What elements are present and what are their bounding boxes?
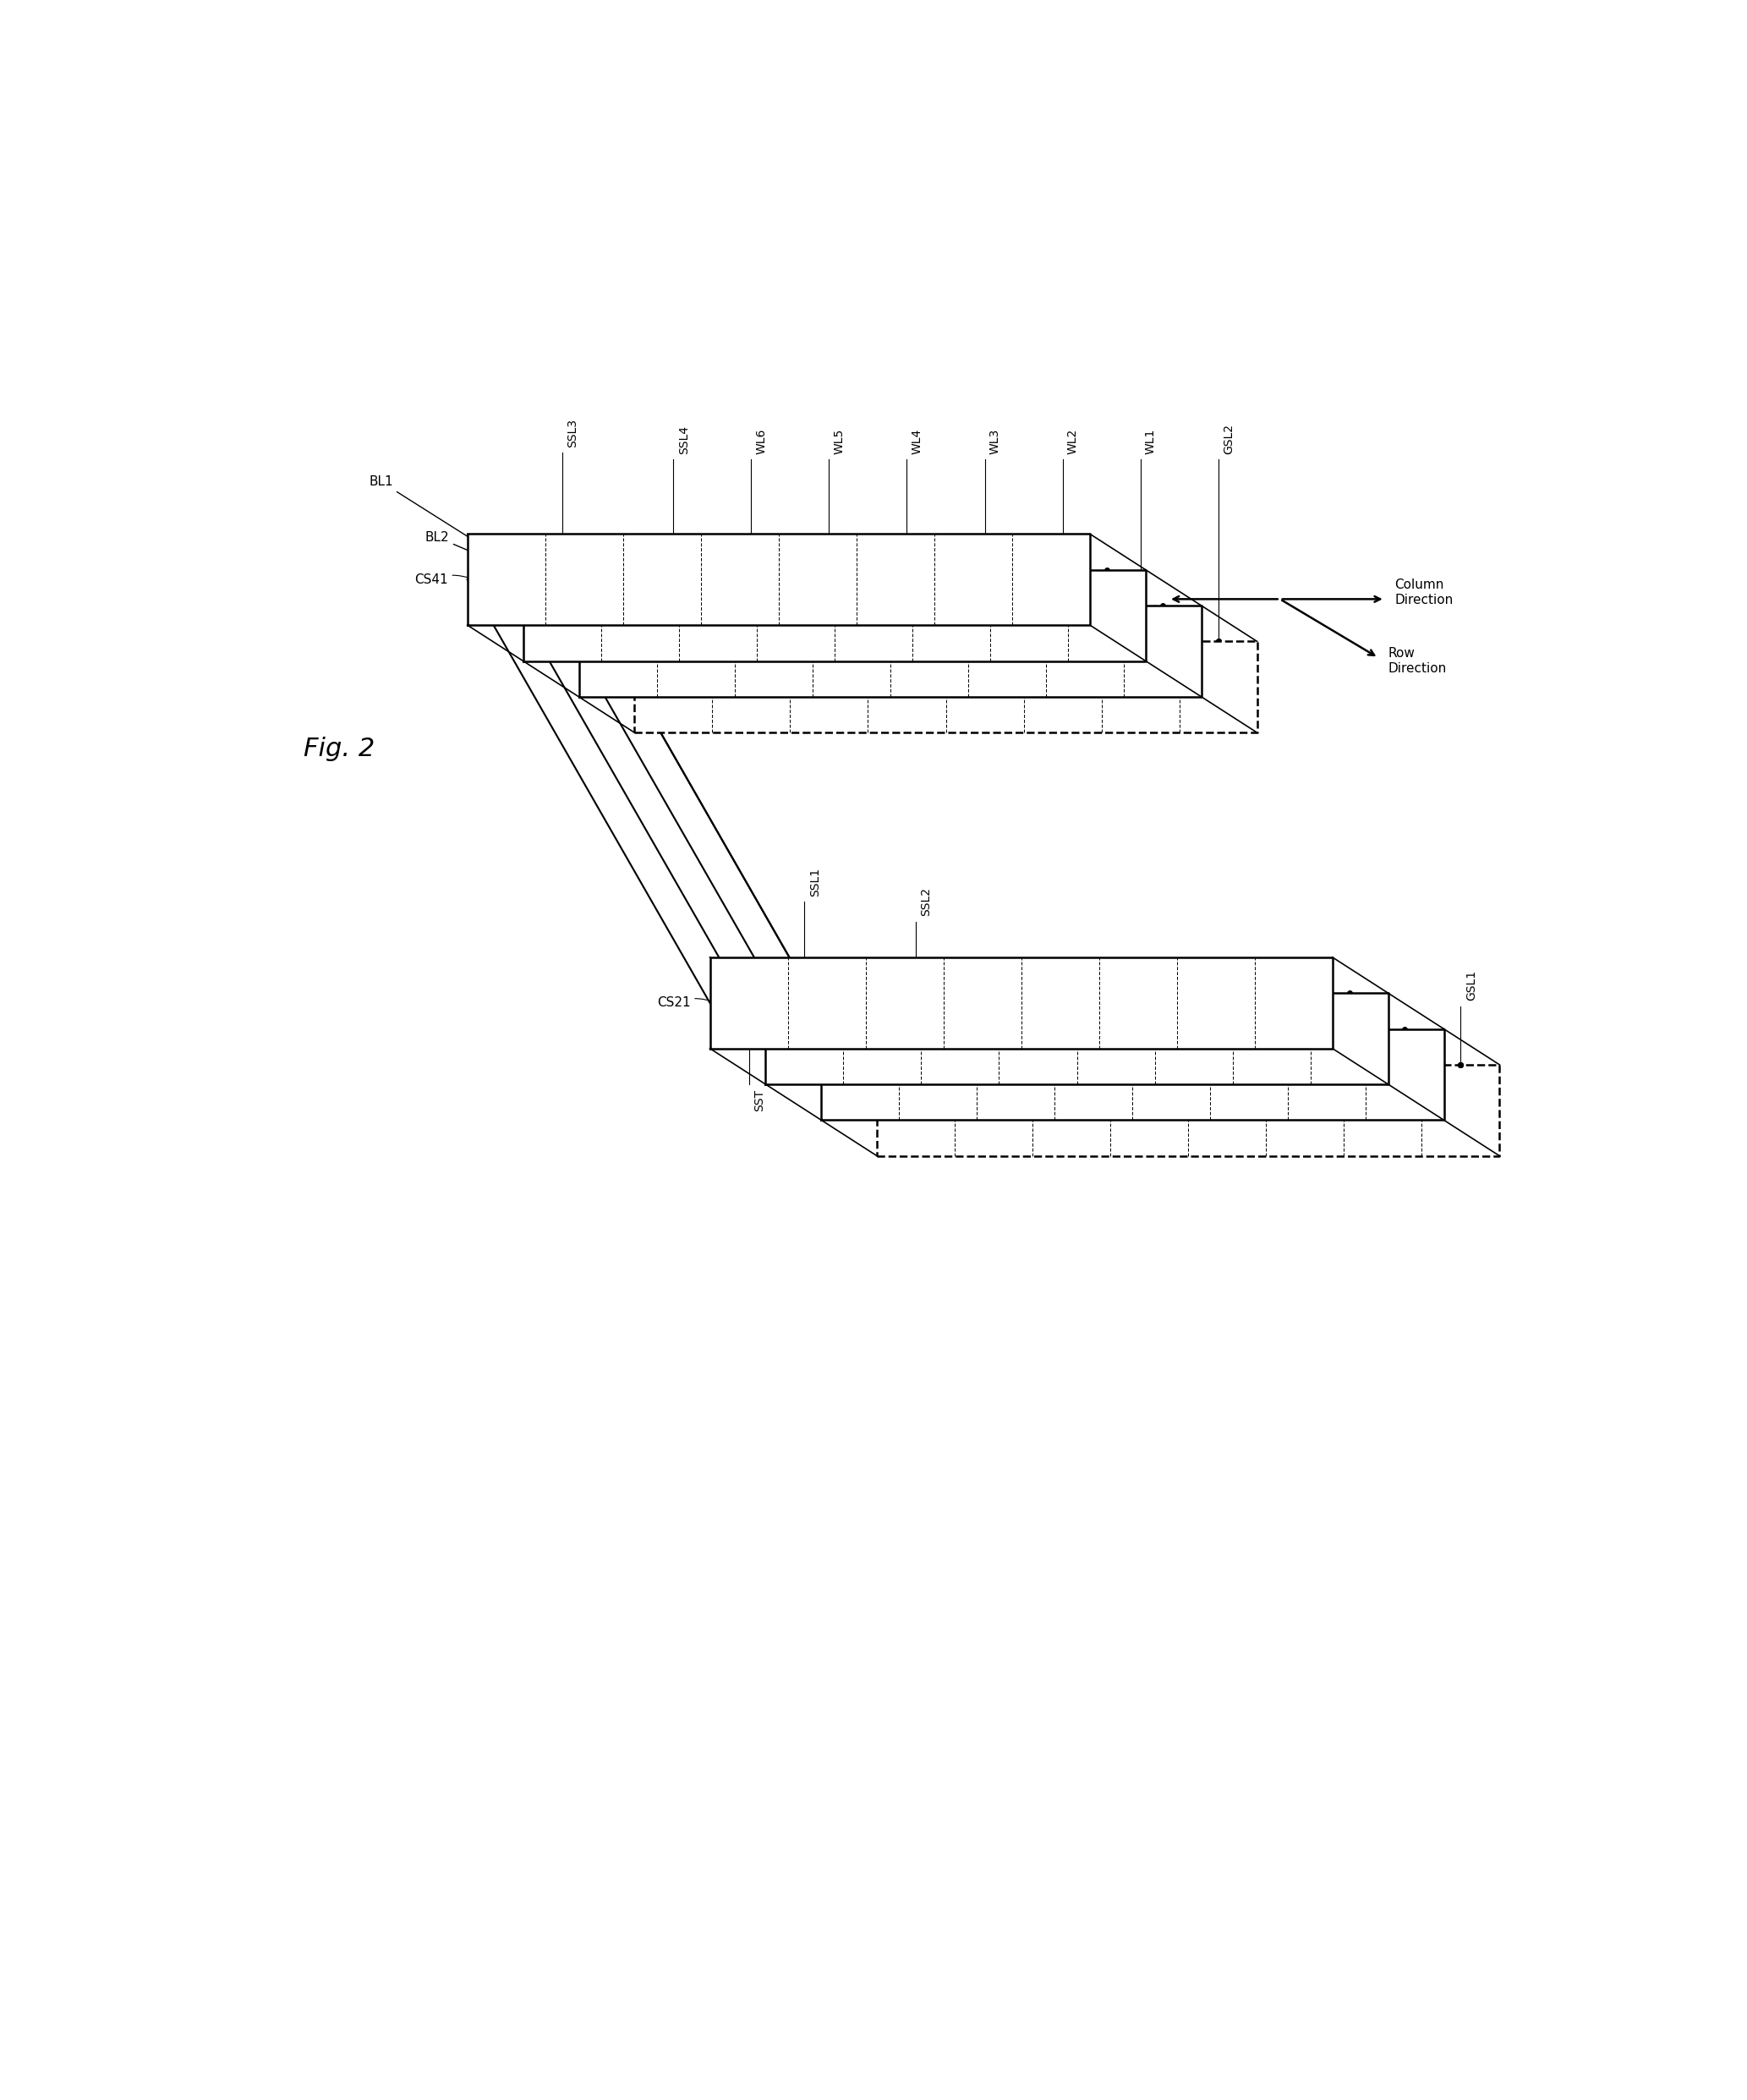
Text: GSL2: GSL2 bbox=[1223, 424, 1235, 454]
Text: Height
Direction: Height Direction bbox=[1101, 605, 1158, 632]
Text: CS42: CS42 bbox=[526, 645, 583, 657]
Text: MC2: MC2 bbox=[1143, 1090, 1155, 1115]
Text: GST: GST bbox=[1298, 1090, 1310, 1113]
Text: SSL3: SSL3 bbox=[566, 418, 578, 447]
Text: MC6: MC6 bbox=[832, 1090, 844, 1115]
Text: GSL1: GSL1 bbox=[1466, 970, 1476, 1002]
Text: Fig. 2: Fig. 2 bbox=[304, 737, 376, 760]
Bar bbox=[578, 605, 1202, 697]
Bar bbox=[709, 958, 1333, 1048]
Bar bbox=[468, 533, 1090, 626]
Text: WL6: WL6 bbox=[756, 428, 767, 454]
Text: Row
Direction: Row Direction bbox=[1389, 647, 1447, 674]
Text: Column
Direction: Column Direction bbox=[1394, 580, 1454, 607]
Text: MC1: MC1 bbox=[1221, 1090, 1232, 1115]
Text: CS41: CS41 bbox=[414, 573, 472, 586]
Text: CS31: CS31 bbox=[470, 609, 528, 622]
Text: WL2: WL2 bbox=[1067, 428, 1080, 454]
Text: MC4: MC4 bbox=[987, 1090, 999, 1115]
Text: BLKa: BLKa bbox=[550, 538, 582, 550]
Bar bbox=[765, 993, 1389, 1084]
Text: SST: SST bbox=[753, 1090, 765, 1111]
Bar bbox=[522, 569, 1146, 662]
Text: WL3: WL3 bbox=[989, 428, 1001, 454]
Text: CS21: CS21 bbox=[657, 998, 715, 1010]
Text: CS32: CS32 bbox=[582, 680, 639, 693]
Text: SSL1: SSL1 bbox=[809, 867, 821, 897]
Text: SSL2: SSL2 bbox=[921, 888, 933, 916]
Text: MC3: MC3 bbox=[1064, 1090, 1076, 1115]
Text: CS22: CS22 bbox=[769, 1069, 826, 1082]
Text: MC5: MC5 bbox=[908, 1090, 921, 1115]
Bar bbox=[634, 640, 1258, 733]
Text: WL4: WL4 bbox=[912, 428, 924, 454]
Text: CS11: CS11 bbox=[713, 1033, 770, 1046]
Text: CSL: CSL bbox=[1345, 998, 1370, 1010]
Text: BL2: BL2 bbox=[425, 531, 528, 575]
Bar bbox=[821, 1029, 1443, 1119]
Text: SSL4: SSL4 bbox=[678, 424, 690, 454]
Text: WL5: WL5 bbox=[833, 428, 846, 454]
Text: BL1: BL1 bbox=[369, 475, 472, 540]
Text: WL1: WL1 bbox=[1144, 428, 1157, 454]
Bar bbox=[877, 1065, 1499, 1155]
Text: CS12: CS12 bbox=[825, 1105, 880, 1117]
